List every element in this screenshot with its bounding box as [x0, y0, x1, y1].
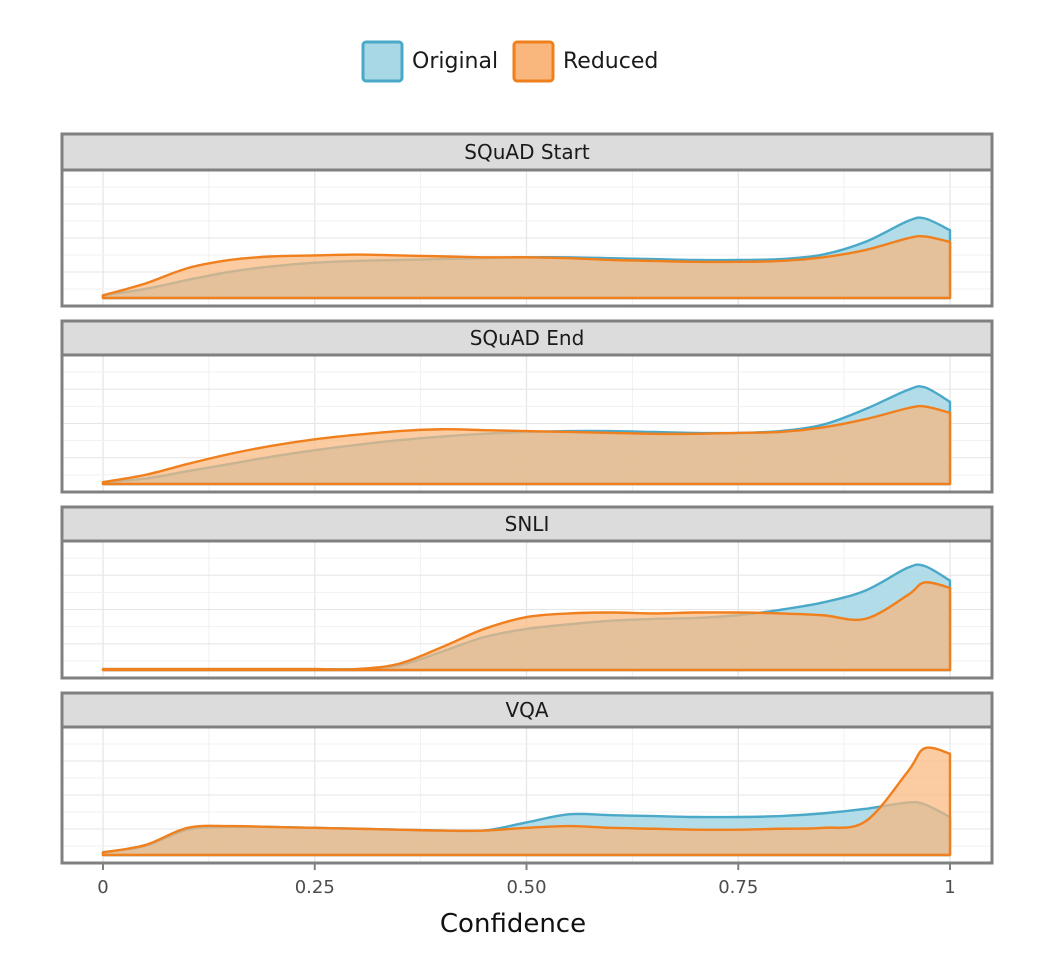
facet-title: VQA [505, 698, 548, 722]
facet-panel-2: SNLI [60, 505, 994, 680]
panel-frame [60, 132, 994, 308]
x-tick-label: 0.75 [718, 877, 758, 898]
panel-frame [60, 505, 994, 680]
panel-frame [60, 691, 994, 865]
x-tick-label: 0 [97, 877, 108, 898]
facet-strip [62, 321, 992, 355]
density-area-reduced [101, 234, 952, 300]
facet-strip [62, 134, 992, 170]
legend-label-original: Original [412, 49, 498, 74]
x-tick-label: 1 [944, 877, 955, 898]
facet-strip [62, 693, 992, 727]
facet-panel-3: VQA [60, 691, 994, 865]
legend-swatch-reduced [512, 40, 555, 83]
density-area-reduced [101, 581, 952, 672]
facet-title: SNLI [505, 512, 550, 536]
panel-frame [60, 319, 994, 494]
x-axis-title: Confidence [440, 909, 586, 939]
legend: Original Reduced [361, 40, 658, 83]
legend-swatch-original [361, 40, 404, 83]
facet-title: SQuAD Start [464, 140, 590, 164]
facet-panel-0: SQuAD Start [60, 132, 994, 308]
density-area-reduced [101, 404, 952, 486]
facet-title: SQuAD End [470, 326, 585, 350]
x-tick-label: 0.25 [295, 877, 335, 898]
facet-panel-1: SQuAD End [60, 319, 994, 494]
density-area-reduced [101, 746, 952, 857]
x-axis: 0 0.25 0.50 0.75 1 Confidence [97, 864, 956, 939]
legend-label-reduced: Reduced [563, 49, 658, 74]
x-tick-label: 0.50 [506, 877, 546, 898]
facet-strip [62, 507, 992, 541]
